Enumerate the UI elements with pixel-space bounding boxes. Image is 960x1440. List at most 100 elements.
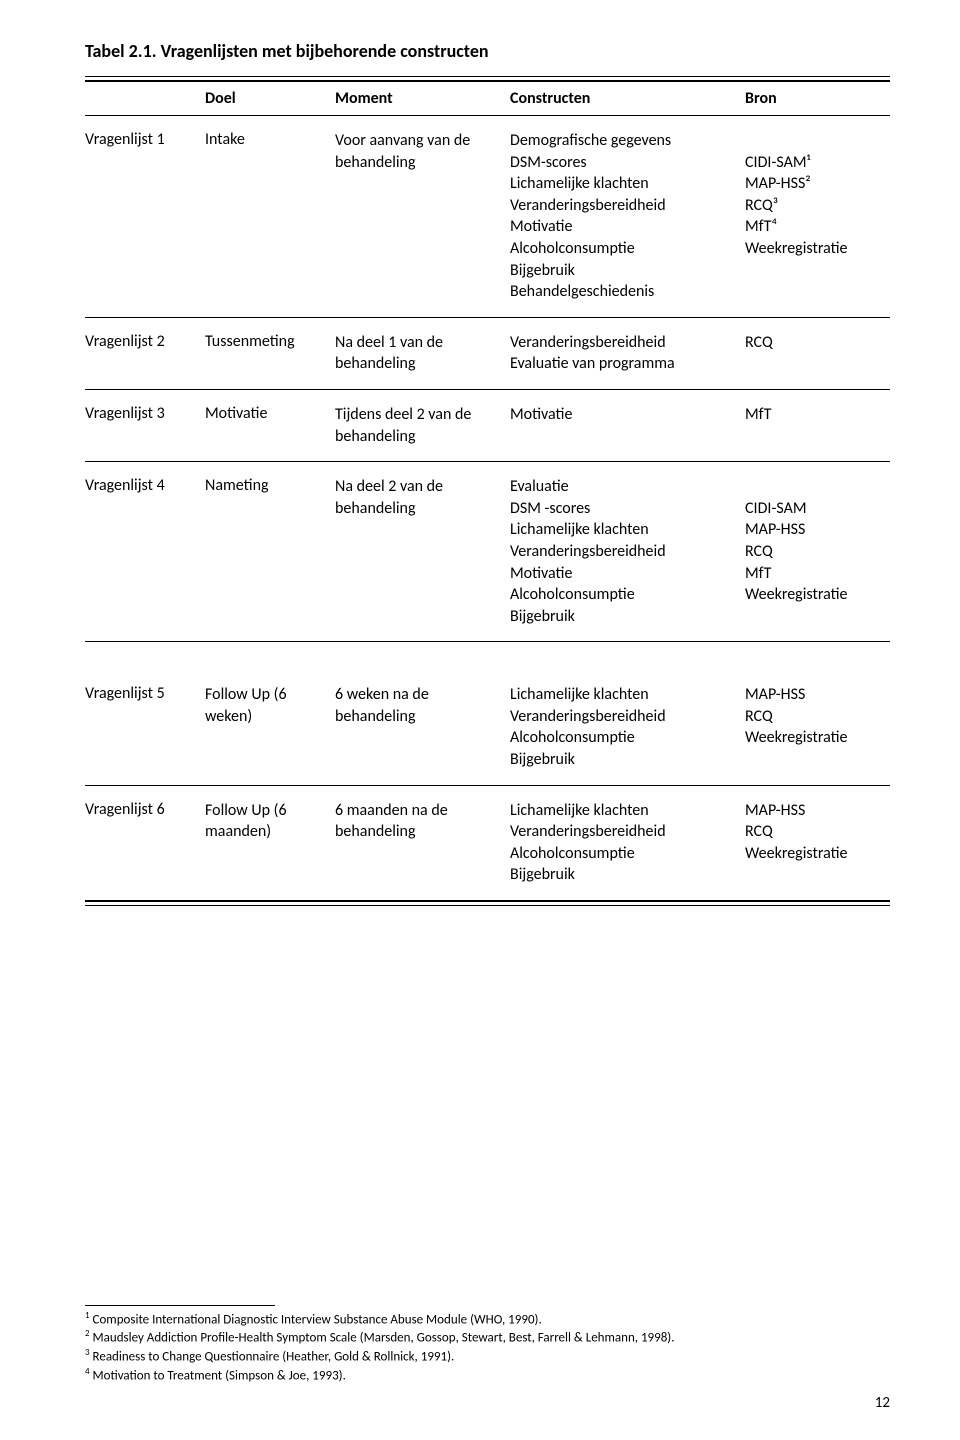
row-name: Vragenlijst 3	[85, 404, 205, 447]
bron-item	[745, 476, 890, 498]
row-constructen: Motivatie	[510, 404, 745, 447]
bron-item: RCQ	[745, 821, 890, 843]
footnotes-rule	[85, 1305, 275, 1306]
construct-item: Veranderingsbereidheid	[510, 821, 745, 843]
bron-item: CIDI-SAM	[745, 498, 890, 520]
footnotes-block: 1 Composite International Diagnostic Int…	[85, 1305, 890, 1386]
bron-item: MAP-HSS	[745, 684, 890, 706]
construct-item: Veranderingsbereidheid	[510, 706, 745, 728]
construct-item: Veranderingsbereidheid	[510, 541, 745, 563]
footnote-text: Maudsley Addiction Profile-Health Sympto…	[93, 1331, 675, 1346]
page-number: 12	[875, 1394, 890, 1412]
row-name: Vragenlijst 2	[85, 332, 205, 375]
construct-item: Lichamelijke klachten	[510, 519, 745, 541]
footnote-item: 1 Composite International Diagnostic Int…	[85, 1310, 890, 1329]
footnote-text: Readiness to Change Questionnaire (Heath…	[93, 1350, 455, 1365]
construct-item: Lichamelijke klachten	[510, 173, 745, 195]
table-header-row: Doel Moment Constructen Bron	[85, 82, 890, 115]
row-bron: MAP-HSS RCQ Weekregistratie	[745, 684, 890, 770]
row-moment: Voor aanvang van de behandeling	[335, 130, 510, 303]
bron-item: MAP-HSS	[745, 800, 890, 822]
construct-item: Alcoholconsumptie	[510, 238, 745, 260]
row-doel: Follow Up (6 maanden)	[205, 800, 335, 886]
bron-item: Weekregistratie	[745, 238, 890, 260]
construct-item: Veranderingsbereidheid	[510, 332, 745, 354]
table-row: Vragenlijst 4 Nameting Na deel 2 van de …	[85, 462, 890, 641]
construct-item: Behandelgeschiedenis	[510, 281, 745, 303]
table-row: Vragenlijst 3 Motivatie Tijdens deel 2 v…	[85, 390, 890, 461]
rule-bottom-outer	[85, 905, 890, 906]
construct-item: Bijgebruik	[510, 749, 745, 771]
bron-item	[745, 130, 890, 152]
row-constructen: Lichamelijke klachten Veranderingsbereid…	[510, 684, 745, 770]
construct-item: Lichamelijke klachten	[510, 684, 745, 706]
bron-item	[745, 260, 890, 282]
row-doel: Follow Up (6 weken)	[205, 684, 335, 770]
row-moment: Na deel 2 van de behandeling	[335, 476, 510, 627]
bron-item: MfT	[745, 563, 890, 585]
row-moment: Na deel 1 van de behandeling	[335, 332, 510, 375]
row-constructen: Veranderingsbereidheid Evaluatie van pro…	[510, 332, 745, 375]
row-constructen: Lichamelijke klachten Veranderingsbereid…	[510, 800, 745, 886]
construct-item: Lichamelijke klachten	[510, 800, 745, 822]
footnote-text: Composite International Diagnostic Inter…	[93, 1312, 542, 1327]
construct-item: Evaluatie	[510, 476, 745, 498]
row-moment: Tijdens deel 2 van de behandeling	[335, 404, 510, 447]
footnote-item: 3 Readiness to Change Questionnaire (Hea…	[85, 1347, 890, 1366]
construct-item: Bijgebruik	[510, 606, 745, 628]
footnote-item: 4 Motivation to Treatment (Simpson & Joe…	[85, 1366, 890, 1385]
footnotes: 1 Composite International Diagnostic Int…	[85, 1310, 890, 1386]
table-row: Vragenlijst 6 Follow Up (6 maanden) 6 ma…	[85, 786, 890, 900]
rule-bottom-inner	[85, 900, 890, 902]
header-doel: Doel	[205, 82, 335, 115]
row-doel: Nameting	[205, 476, 335, 627]
construct-item: Veranderingsbereidheid	[510, 195, 745, 217]
bron-item: CIDI-SAM¹	[745, 152, 890, 174]
table-header: Doel Moment Constructen Bron	[85, 82, 890, 115]
table-row: Vragenlijst 1 Intake Voor aanvang van de…	[85, 116, 890, 317]
row-doel: Tussenmeting	[205, 332, 335, 375]
bron-item: RCQ	[745, 706, 890, 728]
construct-item: Evaluatie van programma	[510, 353, 745, 375]
bron-item	[745, 749, 890, 771]
row-bron: RCQ	[745, 332, 890, 375]
footnote-item: 2 Maudsley Addiction Profile-Health Symp…	[85, 1328, 890, 1347]
table-row: Vragenlijst 2 Tussenmeting Na deel 1 van…	[85, 318, 890, 389]
bron-item: RCQ	[745, 332, 890, 354]
bron-item: RCQ³	[745, 195, 890, 217]
row-bron: CIDI-SAM¹ MAP-HSS² RCQ³ MfT⁴ Weekregistr…	[745, 130, 890, 303]
row-doel: Intake	[205, 130, 335, 303]
row-moment: 6 maanden na de behandeling	[335, 800, 510, 886]
construct-item: Alcoholconsumptie	[510, 843, 745, 865]
bron-item	[745, 281, 890, 303]
construct-item: Bijgebruik	[510, 864, 745, 886]
row-constructen: Evaluatie DSM -scores Lichamelijke klach…	[510, 476, 745, 627]
construct-item: Bijgebruik	[510, 260, 745, 282]
construct-item: Demografische gegevens	[510, 130, 745, 152]
row-name: Vragenlijst 1	[85, 130, 205, 303]
bron-item: Weekregistratie	[745, 843, 890, 865]
row-name: Vragenlijst 6	[85, 800, 205, 886]
row-bron: MfT	[745, 404, 890, 447]
bron-item	[745, 353, 890, 375]
row-moment: 6 weken na de behandeling	[335, 684, 510, 770]
construct-item: Alcoholconsumptie	[510, 727, 745, 749]
footnote-text: Motivation to Treatment (Simpson & Joe, …	[93, 1368, 346, 1383]
row-constructen: Demografische gegevens DSM-scores Licham…	[510, 130, 745, 303]
construct-item: Alcoholconsumptie	[510, 584, 745, 606]
document-page: Tabel 2.1. Vragenlijsten met bijbehorend…	[0, 0, 960, 1440]
header-empty	[85, 82, 205, 115]
row-name: Vragenlijst 4	[85, 476, 205, 627]
bron-item: Weekregistratie	[745, 584, 890, 606]
table-row: Vragenlijst 5 Follow Up (6 weken) 6 weke…	[85, 670, 890, 784]
bron-item	[745, 606, 890, 628]
header-bron: Bron	[745, 82, 890, 115]
bron-item	[745, 864, 890, 886]
bron-item: MfT	[745, 404, 890, 426]
construct-item: DSM -scores	[510, 498, 745, 520]
row-name: Vragenlijst 5	[85, 684, 205, 770]
spacer	[85, 642, 890, 670]
construct-item: Motivatie	[510, 404, 745, 426]
rule-top-outer	[85, 76, 890, 77]
header-moment: Moment	[335, 82, 510, 115]
